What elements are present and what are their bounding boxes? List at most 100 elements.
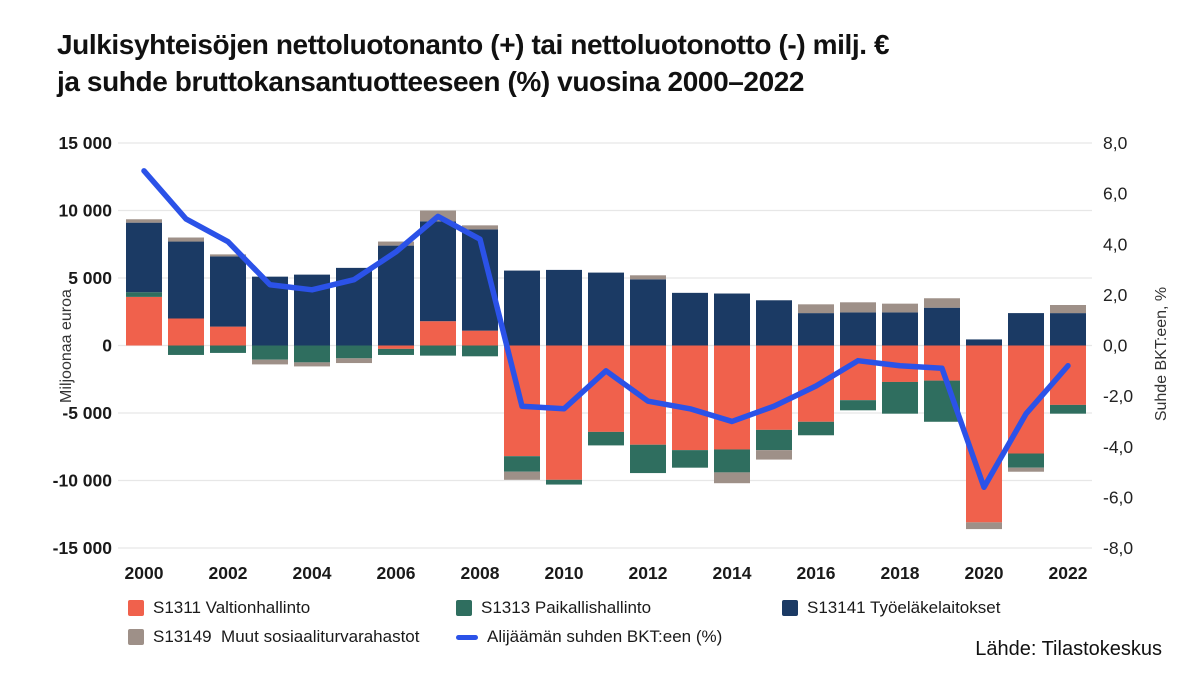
legend-label: S1311 Valtionhallinto xyxy=(153,598,311,617)
bar-segment-2006 xyxy=(378,348,414,355)
bar-segment-2012 xyxy=(630,279,666,346)
bar-segment-2008 xyxy=(462,330,498,346)
source-text: Lähde: Tilastokeskus xyxy=(975,638,1162,660)
bar-segment-2008 xyxy=(462,345,498,357)
bar-segment-2020 xyxy=(966,345,1002,523)
x-tick-year: 2004 xyxy=(293,563,332,583)
bar-segment-2009 xyxy=(504,456,540,472)
bar-segment-2017 xyxy=(840,400,876,411)
y-axis-title-right: Suhde BKT:een, % xyxy=(1153,286,1170,422)
bar-segment-2019 xyxy=(924,307,960,346)
legend-label: Alijäämän suhden BKT:een (%) xyxy=(487,627,723,646)
x-tick-year: 2018 xyxy=(881,563,920,583)
bar-segment-2001 xyxy=(168,241,204,319)
bar-segment-2015 xyxy=(756,300,792,346)
bar-segment-2022 xyxy=(1050,404,1086,414)
y-tick-left: -5 000 xyxy=(62,403,112,423)
bar-segment-2010 xyxy=(546,345,582,480)
bar-segment-2000 xyxy=(126,292,162,297)
bar-segment-2015 xyxy=(756,450,792,460)
y-tick-right: 2,0 xyxy=(1103,285,1128,305)
legend-item-s1311: S1311 Valtionhallinto xyxy=(128,597,310,619)
bar-segment-2021 xyxy=(1008,467,1044,472)
chart-legend: S1311 Valtionhallinto S1313 Paikallishal… xyxy=(128,597,1168,655)
bar-segment-2001 xyxy=(168,318,204,346)
bar-segment-2013 xyxy=(672,292,708,346)
bar-segment-2014 xyxy=(714,449,750,473)
bar-segment-2002 xyxy=(210,254,246,257)
bar-segment-2009 xyxy=(504,270,540,346)
bar-segment-2016 xyxy=(798,304,834,314)
x-tick-year: 2002 xyxy=(209,563,248,583)
bar-segment-2018 xyxy=(882,312,918,346)
legend-item-s13141: S13141 Työeläkelaitokset xyxy=(782,597,1000,619)
bar-segment-2000 xyxy=(126,296,162,346)
bar-segment-2014 xyxy=(714,293,750,346)
deficit-line-swatch-icon xyxy=(456,634,478,640)
bar-segment-2007 xyxy=(420,321,456,346)
title-line-1: Julkisyhteisöjen nettoluotonanto (+) tai… xyxy=(57,29,890,60)
x-tick-year: 2012 xyxy=(629,563,668,583)
bar-segment-2004 xyxy=(294,345,330,363)
s13141-swatch-icon xyxy=(782,600,798,616)
bar-segment-2000 xyxy=(126,219,162,223)
legend-item-deficit-line: Alijäämän suhden BKT:een (%) xyxy=(456,626,722,648)
bar-segment-2011 xyxy=(588,345,624,432)
bar-segment-2010 xyxy=(546,479,582,485)
bar-segment-2020 xyxy=(966,339,1002,346)
bar-segment-2017 xyxy=(840,345,876,401)
bar-segment-2020 xyxy=(966,522,1002,530)
bar-segment-2009 xyxy=(504,471,540,480)
title-line-2: ja suhde bruttokansantuotteeseen (%) vuo… xyxy=(57,66,805,97)
bar-segment-2003 xyxy=(252,345,288,360)
bar-segment-2008 xyxy=(462,225,498,230)
bar-segment-2000 xyxy=(126,222,162,293)
bar-segment-2016 xyxy=(798,421,834,436)
y-tick-right: -8,0 xyxy=(1103,538,1133,558)
bar-segment-2018 xyxy=(882,381,918,414)
legend-label: S13141 Työeläkelaitokset xyxy=(807,598,1001,617)
x-tick-year: 2016 xyxy=(797,563,836,583)
y-tick-right: 4,0 xyxy=(1103,234,1128,254)
legend-label: S13149 Muut sosiaaliturvarahastot xyxy=(153,627,420,646)
bar-segment-2001 xyxy=(168,237,204,242)
legend-label: S1313 Paikallishallinto xyxy=(481,598,652,617)
page-title: Julkisyhteisöjen nettoluotonanto (+) tai… xyxy=(57,26,890,100)
y-tick-right: 6,0 xyxy=(1103,184,1128,204)
y-axis-title-left: Miljoonaa euroa xyxy=(58,289,75,403)
bar-segment-2003 xyxy=(252,359,288,365)
y-tick-right: -4,0 xyxy=(1103,437,1133,457)
bar-segment-2011 xyxy=(588,431,624,446)
bar-segment-2006 xyxy=(378,241,414,246)
bar-segment-2012 xyxy=(630,444,666,474)
bar-segment-2001 xyxy=(168,345,204,355)
bar-segment-2013 xyxy=(672,345,708,451)
bar-segment-2012 xyxy=(630,275,666,280)
bar-segment-2007 xyxy=(420,221,456,322)
bar-segment-2002 xyxy=(210,326,246,346)
x-tick-year: 2000 xyxy=(125,563,164,583)
bar-segment-2007 xyxy=(420,345,456,356)
bar-segment-2021 xyxy=(1008,453,1044,468)
y-tick-right: -6,0 xyxy=(1103,487,1133,507)
y-tick-left: 15 000 xyxy=(58,133,112,153)
y-tick-right: 8,0 xyxy=(1103,133,1128,153)
bar-segment-2016 xyxy=(798,313,834,346)
bar-segment-2019 xyxy=(924,298,960,308)
x-tick-year: 2022 xyxy=(1049,563,1088,583)
bar-segment-2013 xyxy=(672,450,708,468)
legend-item-s13149: S13149 Muut sosiaaliturvarahastot xyxy=(128,626,420,648)
x-tick-year: 2006 xyxy=(377,563,416,583)
x-tick-year: 2010 xyxy=(545,563,584,583)
bar-segment-2002 xyxy=(210,256,246,327)
bar-segment-2005 xyxy=(336,358,372,364)
bar-segment-2014 xyxy=(714,345,750,450)
bar-segment-2015 xyxy=(756,429,792,451)
y-tick-right: -2,0 xyxy=(1103,386,1133,406)
y-tick-left: -15 000 xyxy=(53,538,113,558)
y-tick-left: 10 000 xyxy=(58,201,112,221)
bar-segment-2017 xyxy=(840,302,876,313)
y-tick-left: 5 000 xyxy=(68,268,112,288)
